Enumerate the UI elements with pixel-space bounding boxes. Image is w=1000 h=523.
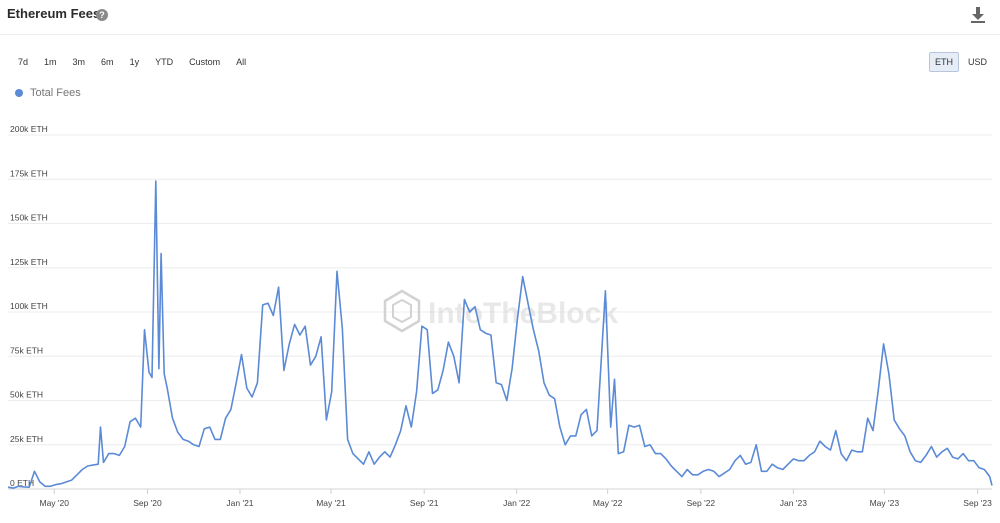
y-tick-label: 150k ETH: [10, 213, 48, 223]
chart-grid: [8, 134, 992, 490]
question-circle-icon[interactable]: ?: [96, 9, 108, 21]
chart-legend[interactable]: Total Fees: [15, 87, 81, 99]
range-button-1y[interactable]: 1y: [123, 52, 146, 72]
x-tick-label: Jan '22: [503, 498, 530, 508]
y-tick-label: 100k ETH: [10, 301, 48, 311]
range-button-all[interactable]: All: [230, 52, 253, 72]
download-icon[interactable]: [970, 6, 986, 24]
range-button-6m[interactable]: 6m: [95, 52, 120, 72]
y-tick-label: 25k ETH: [10, 434, 43, 444]
y-tick-label: 200k ETH: [10, 124, 48, 134]
range-selector: 7d 1m 3m 6m 1y YTD Custom All: [12, 52, 253, 72]
y-tick-label: 50k ETH: [10, 390, 43, 400]
chart-title: Ethereum Fees: [7, 6, 101, 21]
unit-button-usd[interactable]: USD: [962, 52, 994, 72]
unit-button-eth[interactable]: ETH: [929, 52, 959, 72]
y-axis: 0 ETH 25k ETH 50k ETH 75k ETH 100k ETH 125k E…: [10, 124, 48, 488]
y-tick-label: 175k ETH: [10, 168, 48, 178]
range-button-1m[interactable]: 1m: [38, 52, 63, 72]
x-tick-label: Jan '23: [780, 498, 807, 508]
range-button-ytd[interactable]: YTD: [149, 52, 180, 72]
x-axis: May '20 Sep '20 Jan '21 May '21 Sep '21 Jan '…: [39, 489, 992, 508]
x-tick-label: May '21: [316, 498, 346, 508]
watermark: IntoTheBlock: [383, 289, 618, 333]
x-tick-label: Sep '23: [963, 498, 992, 508]
chart-header: Ethereum Fees ?: [0, 0, 1000, 35]
range-button-7d[interactable]: 7d: [12, 52, 35, 72]
series-group: [7, 180, 993, 489]
y-tick-label: 75k ETH: [10, 345, 43, 355]
watermark-text: IntoTheBlock: [428, 297, 618, 330]
x-tick-label: May '20: [39, 498, 69, 508]
range-button-3m[interactable]: 3m: [66, 52, 92, 72]
legend-label: Total Fees: [30, 87, 81, 99]
series-line-total-fees[interactable]: [7, 180, 993, 489]
y-tick-label: 125k ETH: [10, 257, 48, 267]
fees-chart[interactable]: IntoTheBlock 0 ETH 25k ETH 50k ETH 75k ETH 1…: [0, 120, 1000, 523]
intotheblock-logo-icon: [383, 289, 421, 333]
x-tick-label: Jan '21: [226, 498, 253, 508]
x-tick-label: Sep '20: [133, 498, 162, 508]
x-tick-label: May '22: [593, 498, 623, 508]
range-button-custom[interactable]: Custom: [183, 52, 227, 72]
legend-marker: [15, 89, 23, 97]
y-tick-label: 0 ETH: [10, 478, 34, 488]
x-tick-label: Sep '21: [410, 498, 439, 508]
x-tick-label: May '23: [870, 498, 900, 508]
unit-selector: ETH USD: [929, 52, 994, 72]
x-tick-label: Sep '22: [687, 498, 716, 508]
